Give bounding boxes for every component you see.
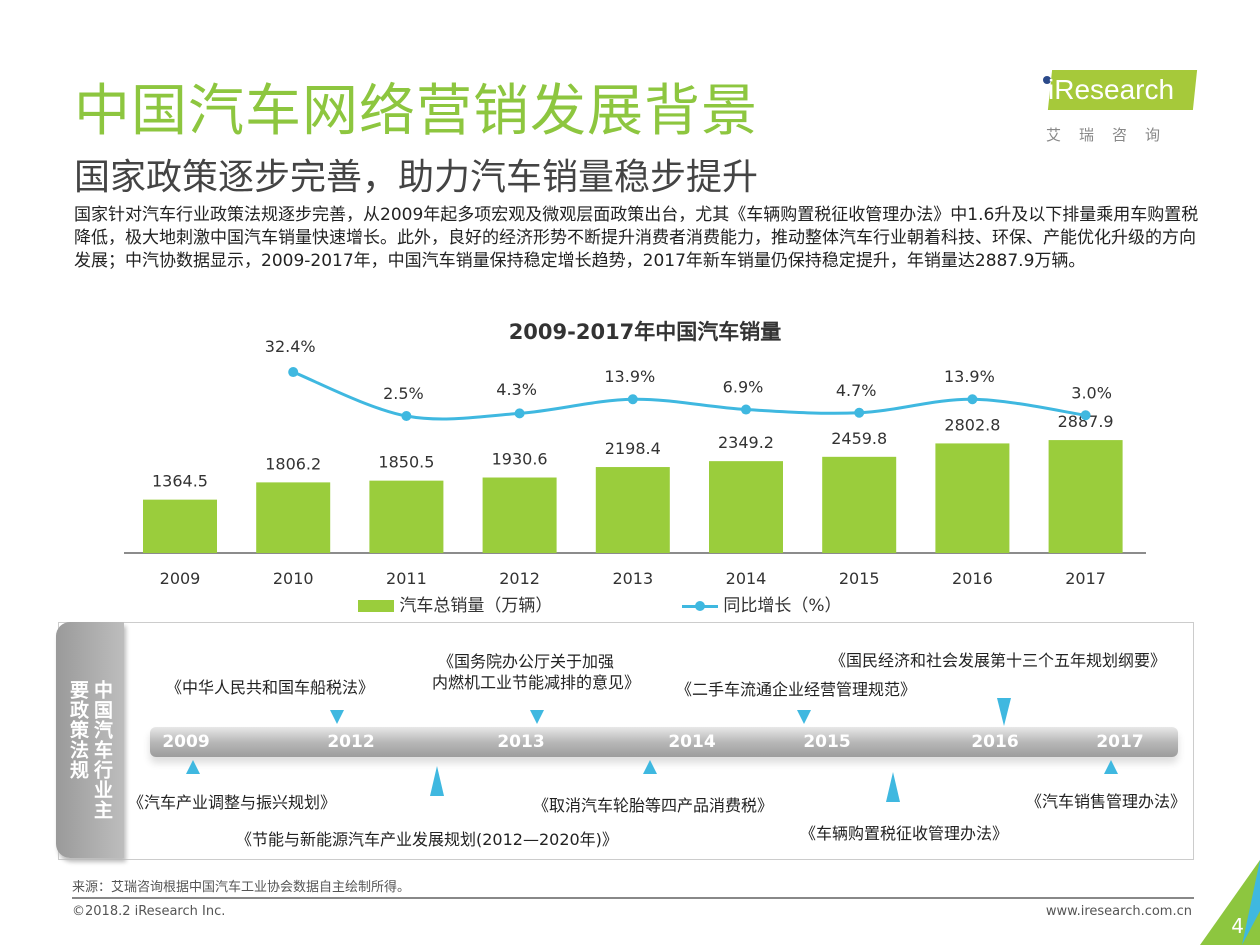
policy-label: 内燃机工业节能减排的意见》 [432, 673, 641, 692]
source-note: 来源：艾瑞咨询根据中国汽车工业协会数据自主绘制所得。 [72, 880, 411, 895]
bar-value-label: 2198.4 [605, 439, 661, 458]
copyright: ©2018.2 iResearch Inc. [72, 904, 226, 919]
arrow-up-icon [1104, 760, 1118, 774]
logo-brand: iResearch [1048, 74, 1175, 105]
policy-label: 《国务院办公厅关于加强 [438, 652, 615, 671]
policy-label: 《汽车产业调整与振兴规划》 [128, 793, 337, 812]
growth-label: 4.3% [496, 380, 537, 399]
legend-line-label: 同比增长（%） [723, 596, 842, 616]
bar [595, 467, 670, 553]
year-label: 2016 [971, 732, 1019, 752]
bar [143, 499, 217, 553]
bar [1048, 440, 1123, 553]
x-tick-label: 2014 [726, 569, 767, 588]
policy-label: 《车辆购置税征收管理办法》 [800, 824, 1009, 843]
year-label: 2015 [803, 732, 851, 752]
bar-value-label: 1850.5 [378, 453, 434, 472]
x-tick-label: 2009 [160, 569, 201, 588]
x-tick-label: 2016 [952, 569, 993, 588]
bar [822, 456, 897, 553]
x-tick-label: 2013 [612, 569, 653, 588]
growth-point [401, 411, 412, 421]
growth-point [1080, 410, 1091, 421]
arrow-down-icon [997, 698, 1011, 726]
growth-label: 13.9% [604, 367, 655, 386]
intro-paragraph: 国家针对汽车行业政策法规逐步完善，从2009年起多项宏观及微观层面政策出台，尤其… [74, 205, 1199, 271]
website-link[interactable]: www.iresearch.com.cn [1045, 904, 1192, 919]
timeline-bar [150, 727, 1178, 757]
arrow-down-icon [530, 710, 544, 724]
policy-label: 《二手车流通企业经营管理规范》 [676, 680, 917, 699]
legend-bar: 汽车总销量（万辆） [358, 591, 552, 616]
page-number: 4 [1231, 914, 1244, 938]
arrow-down-icon [330, 710, 344, 724]
x-tick-label: 2012 [499, 569, 540, 588]
timeline-side-label: 中国汽车行业主要政策法规 [67, 680, 113, 820]
bar-value-label: 1364.5 [152, 472, 208, 491]
policy-label: 《取消汽车轮胎等四产品消费税》 [533, 796, 774, 815]
policy-label: 《汽车销售管理办法》 [1026, 792, 1187, 811]
growth-point [854, 407, 865, 418]
bar-value-label: 2887.9 [1058, 412, 1114, 431]
timeline-side-tab [56, 622, 124, 858]
growth-label: 2.5% [383, 384, 424, 403]
bar-value-label: 2349.2 [718, 433, 774, 452]
bar [709, 461, 783, 553]
bar-value-label: 2802.8 [944, 415, 1000, 434]
growth-point [967, 394, 978, 405]
arrow-up-icon [430, 766, 444, 796]
arrow-down-icon [797, 710, 811, 724]
bar-value-label: 1806.2 [265, 454, 321, 473]
growth-label: 3.0% [1071, 383, 1112, 402]
x-tick-label: 2017 [1065, 569, 1106, 588]
bar-value-label: 1930.6 [492, 450, 548, 469]
legend-bar-label: 汽车总销量（万辆） [399, 596, 553, 616]
bar-value-label: 2459.8 [831, 429, 887, 448]
year-label: 2014 [668, 732, 716, 752]
growth-point [514, 408, 525, 419]
growth-point [288, 367, 299, 378]
x-tick-label: 2011 [386, 569, 427, 588]
policy-label: 《国民经济和社会发展第十三个五年规划纲要》 [830, 651, 1167, 670]
arrow-up-icon [886, 772, 900, 802]
page-subtitle: 国家政策逐步完善，助力汽车销量稳步提升 [74, 157, 759, 198]
growth-label: 6.9% [723, 378, 764, 397]
bar [935, 443, 1010, 553]
growth-label: 32.4% [265, 337, 316, 356]
iresearch-logo: iResearch 艾瑞咨询 [1030, 66, 1200, 146]
year-label: 2012 [327, 732, 375, 752]
arrow-up-icon [186, 760, 200, 774]
growth-label: 13.9% [944, 367, 995, 386]
footer-divider [72, 897, 1194, 899]
logo-cn: 艾瑞咨询 [1046, 126, 1179, 144]
sales-chart: 1364.5 2009 1806.2 2010 1850.5 2011 1930.6 2012… [124, 337, 1146, 588]
year-label: 2017 [1096, 732, 1144, 752]
corner-decoration [1200, 860, 1260, 945]
x-tick-label: 2015 [839, 569, 880, 588]
x-tick-label: 2010 [273, 569, 314, 588]
bar [256, 482, 331, 553]
year-label: 2009 [162, 732, 210, 752]
growth-label: 4.7% [836, 381, 877, 400]
page-title: 中国汽车网络营销发展背景 [74, 79, 758, 144]
year-label: 2013 [497, 732, 545, 752]
growth-point [741, 404, 751, 415]
policy-label: 《节能与新能源汽车产业发展规划(2012—2020年)》 [236, 830, 618, 849]
bar [369, 480, 444, 553]
growth-point [627, 394, 638, 405]
legend-line: 同比增长（%） [682, 591, 842, 616]
arrow-up-icon [643, 760, 657, 774]
policy-label: 《中华人民共和国车船税法》 [166, 678, 375, 697]
chart-title: 2009-2017年中国汽车销量 [508, 320, 782, 344]
bar [482, 477, 557, 553]
